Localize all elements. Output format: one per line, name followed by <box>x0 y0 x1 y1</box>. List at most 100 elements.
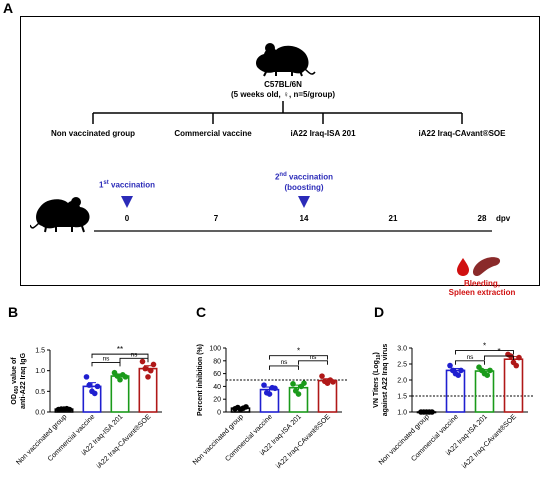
data-point-0-4 <box>429 409 435 415</box>
y-tick-label-0: 0 <box>217 410 221 417</box>
bar-2 <box>474 370 495 413</box>
bar-1 <box>445 369 466 413</box>
significance-label-0: * <box>483 342 486 351</box>
data-point-3-0 <box>139 358 146 365</box>
significance-label-1: ns <box>467 354 475 361</box>
first-vaccination-label: 1st vaccination <box>98 180 156 190</box>
first-vaccination-marker <box>121 196 133 208</box>
second-vaccination-label: 2nd vaccination <box>274 172 334 182</box>
significance-label-2: ns <box>310 354 318 361</box>
y-tick-label-1: 20 <box>213 397 221 404</box>
significance-bracket-1 <box>91 361 121 367</box>
y-tick-label-0: 1.0 <box>397 410 407 417</box>
data-point-2-4 <box>487 367 493 374</box>
chart-b: 0.0 0.5 1.0 1.5 OD450 value of anti-A22 Iraq … <box>11 345 162 471</box>
y-axis-label-line1: VN Titers (Log10) <box>373 352 382 408</box>
significance-label-0: * <box>297 347 300 356</box>
second-vaccination-marker <box>298 196 310 208</box>
second-vaccination-boosting: (boosting) <box>284 183 324 192</box>
y-tick-label-2: 2.0 <box>397 378 407 385</box>
mouse-side-icon <box>30 197 90 233</box>
y-axis-label-line2: anti-A22 Iraq IgG <box>20 352 27 409</box>
panel-letter-b: B <box>8 304 19 320</box>
data-point-2-2 <box>117 376 123 383</box>
data-point-2-4 <box>301 380 307 386</box>
bar-3 <box>503 358 524 413</box>
significance-bracket-2 <box>484 355 514 360</box>
data-point-2-3 <box>484 372 491 378</box>
data-point-0-4 <box>243 404 249 410</box>
significance-bracket-1 <box>269 365 299 370</box>
tick-14: 14 <box>299 214 309 223</box>
category-label-0: Non vaccinated group <box>15 413 68 466</box>
group-label-1: Commercial vaccine <box>174 129 252 138</box>
chart-d: 1.0 1.5 2.0 2.5 3.0 VN Titers (Log10) against … <box>373 342 534 471</box>
category-label-3: iA22 Iraq-CAvant®SOE <box>95 413 153 471</box>
spleen-icon <box>472 257 501 277</box>
category-label-3: iA22 Iraq-CAvant®SOE <box>275 413 333 471</box>
chart-c: 0 20 40 60 80 100 Percent inhibition (%)Non va… <box>192 344 348 471</box>
y-tick-label-2: 1.0 <box>35 368 45 375</box>
data-point-2-4 <box>122 374 129 380</box>
category-label-3: iA22 Iraq-CAvant®SOE <box>461 413 519 471</box>
y-tick-label-1: 1.5 <box>397 394 407 401</box>
category-label-0: Non vaccinated group <box>378 413 431 466</box>
panel-a-frame <box>20 16 540 286</box>
significance-label-2: * <box>497 347 500 356</box>
data-point-1-1 <box>86 382 93 388</box>
significance-bracket-1 <box>455 360 485 365</box>
significance-bracket-0 <box>91 353 149 359</box>
endpoint-line2: Spleen extraction <box>448 288 516 297</box>
tick-7: 7 <box>213 214 219 223</box>
data-point-3-3 <box>513 362 520 369</box>
mouse-top-icon <box>256 43 316 77</box>
tick-0: 0 <box>124 214 130 223</box>
y-tick-label-1: 0.5 <box>35 389 45 396</box>
endpoint-line1: Bleeding, <box>463 279 501 288</box>
timeline-unit: dpv <box>496 214 511 223</box>
y-tick-label-5: 100 <box>209 346 221 353</box>
data-point-3-3 <box>147 367 154 374</box>
group-label-3: iA22 Iraq-CAvant®SOE <box>418 129 506 138</box>
y-tick-label-3: 60 <box>213 371 221 378</box>
tick-28: 28 <box>477 214 487 223</box>
data-point-1-2 <box>266 391 273 397</box>
y-tick-label-2: 40 <box>213 384 221 391</box>
data-point-1-0 <box>261 382 267 388</box>
data-point-1-0 <box>447 362 453 369</box>
category-label-1: Commercial vaccine <box>47 413 97 463</box>
group-tree <box>92 101 463 124</box>
y-tick-label-3: 1.5 <box>35 348 45 355</box>
y-axis-label-line2: against A22 Iraq virus <box>382 344 389 417</box>
mouse-detail: (5 weeks old, ♀, n=5/group) <box>230 90 336 99</box>
data-point-1-3 <box>91 390 98 397</box>
panel-letter-d: D <box>374 304 385 320</box>
data-point-3-4 <box>150 361 157 368</box>
blood-drop-icon <box>457 258 469 276</box>
significance-label-0: ** <box>117 345 123 354</box>
mouse-strain: C57BL/6N <box>264 80 302 89</box>
data-point-1-4 <box>458 367 464 374</box>
group-label-0: Non vaccinated group <box>50 129 136 138</box>
significance-bracket-0 <box>269 355 328 360</box>
category-label-0: Non vaccinated group <box>192 413 245 466</box>
data-point-1-0 <box>83 374 90 380</box>
data-point-3-1 <box>142 365 149 372</box>
y-tick-label-0: 0.0 <box>35 410 45 417</box>
data-point-3-2 <box>145 374 151 380</box>
y-tick-label-4: 3.0 <box>397 346 407 353</box>
data-point-0-4 <box>66 406 73 413</box>
data-point-2-0 <box>290 381 296 387</box>
significance-bracket-2 <box>119 357 149 363</box>
significance-label-1: ns <box>281 359 289 366</box>
data-point-3-4 <box>516 354 522 361</box>
y-axis-label: Percent inhibition (%) <box>197 344 204 416</box>
group-label-2: iA22 Iraq-ISA 201 <box>290 129 356 138</box>
y-axis-label-line1: OD450 value of <box>11 357 20 405</box>
significance-label-2: ns <box>131 351 139 358</box>
significance-bracket-0 <box>455 350 514 355</box>
timeline <box>94 196 501 277</box>
significance-bracket-2 <box>298 360 328 365</box>
data-point-3-4 <box>330 379 336 385</box>
panel-letter-c: C <box>196 304 207 320</box>
